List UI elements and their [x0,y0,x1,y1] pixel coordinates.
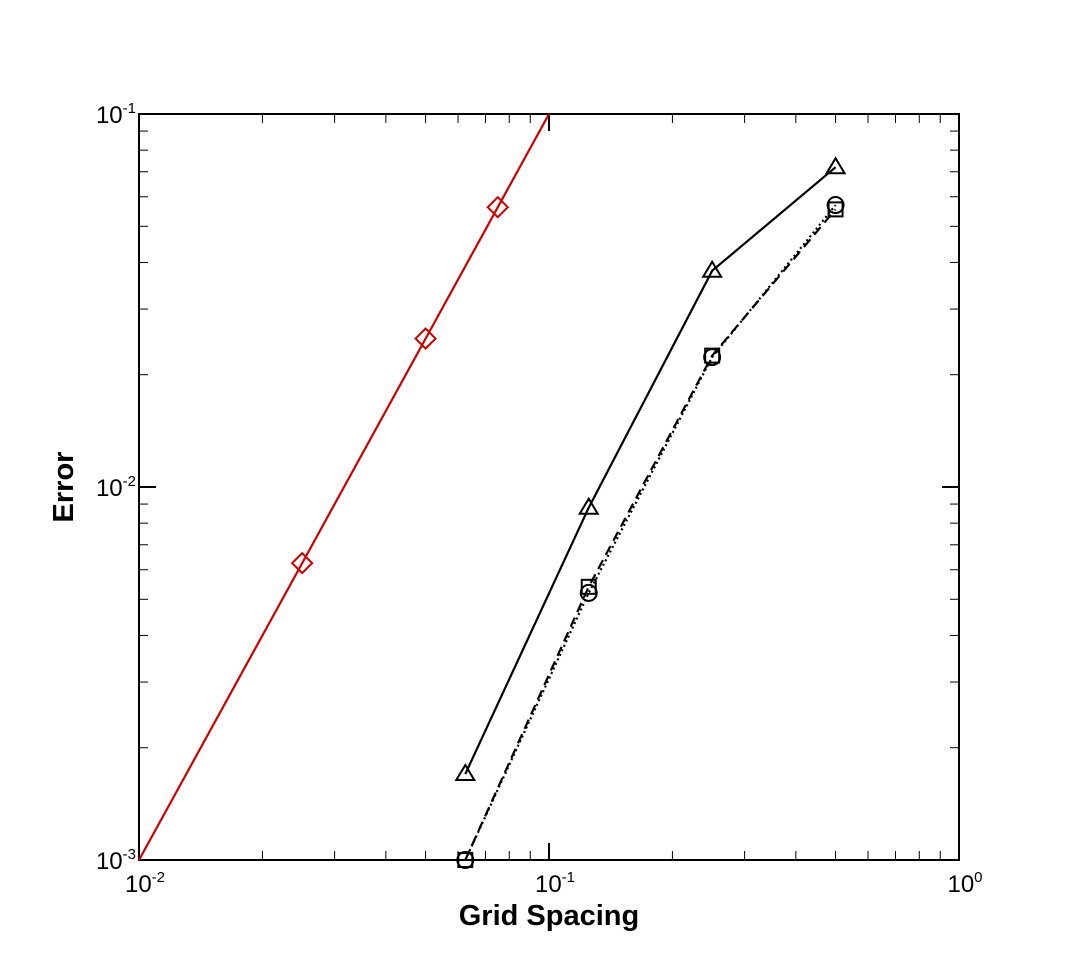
series-1-point-diamond [486,195,510,219]
series-2-line [464,166,837,775]
series-4-line [464,208,837,861]
series-4-point-square [457,852,474,868]
series-2-point-triangle [454,763,477,782]
series-4-point-square [704,347,721,364]
series-3-line [464,204,837,861]
series-4-point-square [827,201,844,218]
axis-ticks [138,113,960,861]
y-tick-label: 10-3 [96,846,136,875]
y-tick-label: 10-1 [96,100,136,129]
y-axis-title: Error [48,452,80,523]
series-1-point-diamond [290,551,314,575]
series-2-point-triangle [824,156,847,175]
plot-frame [138,113,960,861]
series-2-point-triangle [701,259,723,278]
x-tick-label: 10-2 [125,869,165,898]
series-2-point-triangle [577,496,600,515]
series-1-line [138,113,550,861]
x-axis-title: Grid Spacing [459,900,639,932]
series-1-point-diamond [414,327,437,350]
x-tick-label: 10-1 [535,869,575,898]
series-layer [138,113,847,869]
y-tick-label: 10-2 [96,473,136,502]
series-4-point-square [580,578,597,595]
x-tick-label: 100 [947,869,982,898]
